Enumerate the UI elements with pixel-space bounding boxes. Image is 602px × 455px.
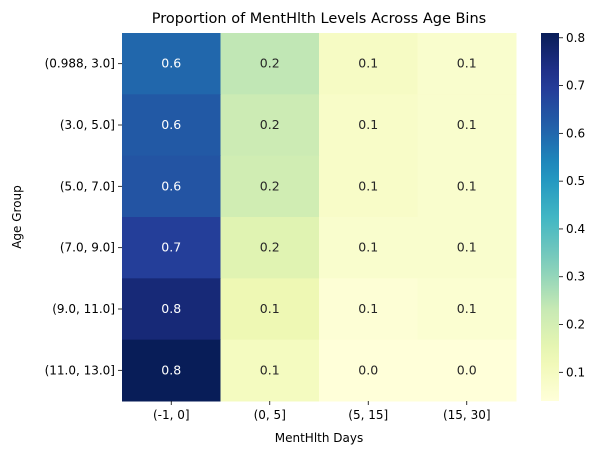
heatmap-cell: [122, 155, 221, 218]
heatmap-cell: [122, 217, 221, 279]
heatmap-cell: [417, 33, 517, 95]
heatmap-cell: [220, 339, 320, 402]
heatmap-cell: [319, 33, 418, 95]
cell-value-label: 0.2: [260, 240, 280, 255]
heatmap-cell: [417, 339, 517, 402]
cell-value-label: 0.1: [457, 240, 477, 255]
y-axis-ticks: (0.988, 3.0] (3.0, 5.0] (5.0, 7.0] (7.0, 9.…: [45, 57, 122, 377]
heatmap-cell: [220, 278, 320, 341]
colorbar-tick-label: 0.6: [566, 126, 585, 140]
heatmap-cell: [319, 217, 418, 279]
cell-value-label: 0.1: [457, 178, 477, 193]
heatmap-cell: [220, 33, 320, 95]
cell-value-label: 0.2: [260, 117, 280, 132]
colorbar-tick-label: 0.8: [566, 31, 585, 45]
heatmap-cell: [417, 155, 517, 218]
y-tick-label: (9.0, 11.0]: [52, 302, 115, 316]
colorbar-tick-label: 0.3: [566, 270, 585, 284]
y-tick-label: (3.0, 5.0]: [60, 118, 115, 132]
cell-value-label: 0.1: [457, 117, 477, 132]
cell-value-label: 0.2: [260, 178, 280, 193]
x-axis-label: MentHlth Days: [275, 431, 363, 445]
heatmap-cell: [220, 217, 320, 279]
heatmap-cell: [319, 94, 418, 157]
y-tick-label: (0.988, 3.0]: [45, 57, 115, 71]
heatmap-cell: [319, 278, 418, 341]
heatmap-cell: [122, 94, 221, 157]
cell-value-label: 0.1: [260, 362, 280, 377]
heatmap-cell: [319, 155, 418, 218]
heatmap-cell: [417, 278, 517, 341]
cell-value-label: 0.6: [161, 178, 181, 193]
y-tick-label: (7.0, 9.0]: [60, 241, 115, 255]
colorbar-gradient: [541, 33, 559, 401]
cell-value-label: 0.1: [358, 178, 378, 193]
y-tick-label: (5.0, 7.0]: [60, 179, 115, 193]
cell-value-label: 0.1: [358, 301, 378, 316]
colorbar-tick-label: 0.5: [566, 174, 585, 188]
heatmap-cell: [122, 278, 221, 341]
colorbar-tick-label: 0.2: [566, 318, 585, 332]
heatmap-cell: [220, 155, 320, 218]
x-tick-label: (15, 30]: [443, 408, 491, 422]
colorbar-tick-label: 0.4: [566, 222, 585, 236]
heatmap-cell: [122, 339, 221, 402]
colorbar-tick-label: 0.1: [566, 365, 585, 379]
x-tick-label: (5, 15]: [348, 408, 388, 422]
x-tick-label: (-1, 0]: [153, 408, 190, 422]
colorbar: 0.1 0.2 0.3 0.4 0.5 0.6 0.7 0.8: [541, 31, 585, 401]
cell-value-label: 0.8: [161, 362, 181, 377]
cell-value-label: 0.2: [260, 56, 280, 71]
x-tick-label: (0, 5]: [254, 408, 286, 422]
cell-value-label: 0.7: [161, 240, 181, 255]
cell-value-label: 0.1: [457, 56, 477, 71]
chart-title: Proportion of MentHlth Levels Across Age…: [152, 11, 486, 27]
cell-value-label: 0.6: [161, 56, 181, 71]
y-tick-label: (11.0, 13.0]: [45, 363, 115, 377]
x-axis-ticks: (-1, 0] (0, 5] (5, 15] (15, 30]: [153, 401, 491, 422]
cell-value-label: 0.0: [358, 362, 378, 377]
cell-value-label: 0.1: [358, 56, 378, 71]
heatmap-cell: [417, 94, 517, 157]
cell-value-label: 0.1: [260, 301, 280, 316]
heatmap-cell: [417, 217, 517, 279]
heatmap-cell: [122, 33, 221, 95]
y-axis-label: Age Group: [10, 185, 24, 249]
cell-value-label: 0.6: [161, 117, 181, 132]
cell-value-label: 0.1: [457, 301, 477, 316]
heatmap-cell: [319, 339, 418, 402]
colorbar-tick-label: 0.7: [566, 79, 585, 93]
heatmap-cell: [220, 94, 320, 157]
cell-value-label: 0.1: [358, 117, 378, 132]
cell-value-label: 0.0: [457, 362, 477, 377]
cell-value-label: 0.1: [358, 240, 378, 255]
heatmap-cells: 0.6 0.2 0.1 0.1 0.6 0.2 0.1 0.1 0.6 0.2 0.1 0.1 0.7 0…: [122, 33, 517, 402]
cell-value-label: 0.8: [161, 301, 181, 316]
